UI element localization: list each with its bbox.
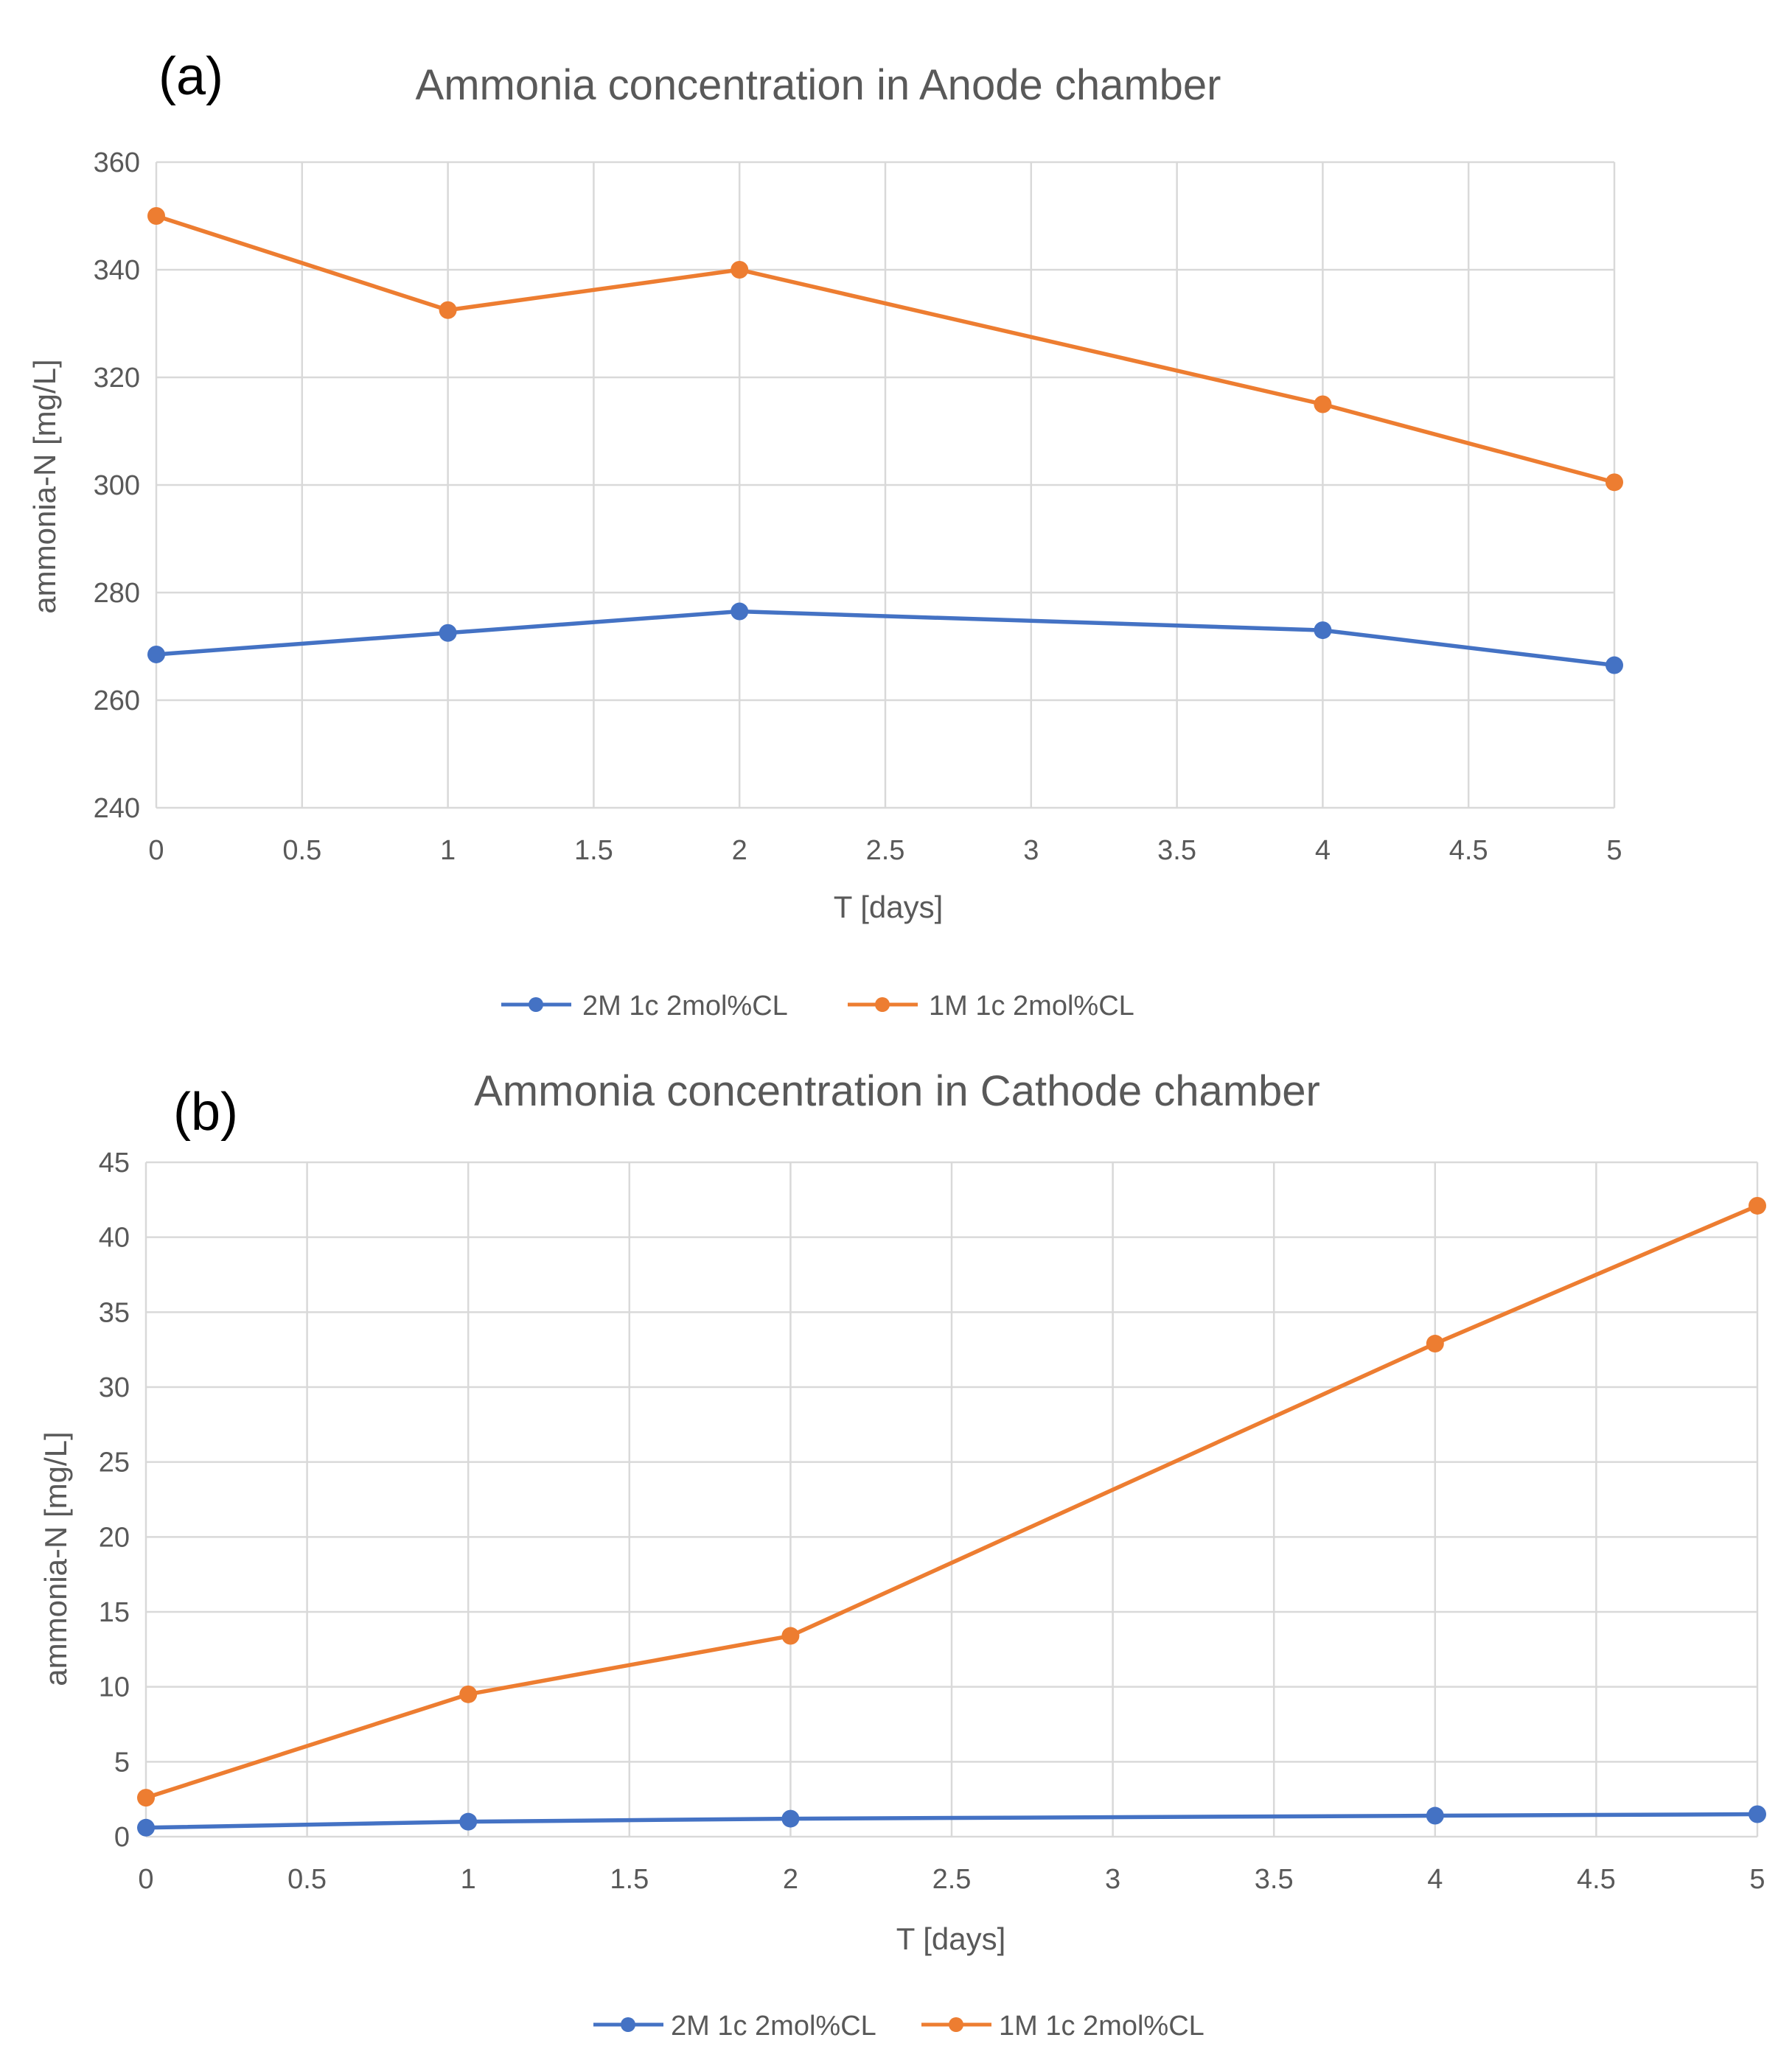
cathode-series-1-point	[781, 1809, 800, 1828]
cathode-series-markers	[137, 1196, 1766, 1837]
cathode-y-tick-label: 35	[99, 1297, 130, 1328]
cathode-series-2-point	[781, 1627, 800, 1645]
cathode-x-tick-label: 3.5	[1255, 1864, 1294, 1895]
anode-series-1-point	[1606, 656, 1623, 674]
cathode-series-2-point	[459, 1685, 478, 1703]
anode-series-1-point	[439, 624, 457, 642]
cathode-y-tick-label: 40	[99, 1223, 130, 1254]
cathode-legend: 2M 1c 2mol%CL 1M 1c 2mol%CL	[593, 2011, 1204, 2042]
anode-series-1-point	[147, 645, 165, 663]
anode-x-tick-label: 0.5	[282, 835, 321, 866]
cathode-x-tick-label: 1.5	[610, 1864, 649, 1895]
anode-series-2-point	[1606, 473, 1623, 492]
cathode-chart: (b) Ammonia concentration in Cathode cha…	[38, 1067, 1766, 2042]
cathode-series-2-point	[137, 1789, 155, 1807]
anode-series-2-point	[1314, 395, 1332, 413]
cathode-x-axis-title: T [days]	[896, 1921, 1006, 1956]
cathode-x-tick-label: 0.5	[287, 1864, 327, 1895]
anode-y-tick-label: 240	[94, 793, 140, 824]
cathode-legend-marker-1	[621, 2017, 635, 2032]
cathode-legend-label-1: 2M 1c 2mol%CL	[671, 2011, 876, 2042]
anode-y-tick-label: 320	[94, 363, 140, 394]
cathode-y-tick-label: 5	[114, 1747, 130, 1778]
anode-chart: (a) Ammonia concentration in Anode chamb…	[27, 47, 1623, 1022]
cathode-series-2-point	[1426, 1335, 1444, 1353]
cathode-chart-title: Ammonia concentration in Cathode chamber	[474, 1067, 1320, 1115]
cathode-series-1-point	[137, 1818, 155, 1837]
anode-x-tick-label: 4.5	[1449, 835, 1488, 866]
anode-y-tick-labels: 240 260 280 300 320 340 360	[94, 147, 140, 824]
anode-x-tick-label: 1	[440, 835, 456, 866]
anode-legend-label-2: 1M 1c 2mol%CL	[929, 991, 1134, 1022]
cathode-y-tick-label: 20	[99, 1522, 130, 1553]
cathode-y-tick-labels: 0 5 10 15 20 25 30 35 40 45	[99, 1148, 130, 1853]
anode-series-2-point	[147, 207, 165, 225]
anode-x-tick-labels: 0 0.5 1 1.5 2 2.5 3 3.5 4 4.5 5	[148, 835, 1622, 866]
cathode-y-axis-title: ammonia-N [mg/L]	[38, 1431, 73, 1686]
cathode-x-tick-label: 3	[1105, 1864, 1120, 1895]
cathode-y-tick-label: 25	[99, 1448, 130, 1478]
cathode-series-2-point	[1749, 1196, 1766, 1215]
anode-chart-title: Ammonia concentration in Anode chamber	[416, 61, 1221, 109]
anode-x-tick-label: 1.5	[574, 835, 613, 866]
cathode-x-tick-label: 5	[1749, 1864, 1765, 1895]
panel-label-a: (a)	[158, 47, 223, 106]
anode-x-tick-label: 2	[732, 835, 747, 866]
anode-x-tick-label: 4	[1315, 835, 1331, 866]
anode-series-2-point	[731, 261, 749, 279]
cathode-x-tick-label: 1	[461, 1864, 476, 1895]
anode-y-tick-label: 340	[94, 255, 140, 286]
anode-series-2-point	[439, 301, 457, 319]
anode-y-tick-label: 300	[94, 470, 140, 501]
anode-series-1-point	[1314, 621, 1332, 640]
cathode-legend-label-2: 1M 1c 2mol%CL	[999, 2011, 1204, 2042]
anode-x-tick-label: 0	[148, 835, 164, 866]
anode-legend-label-1: 2M 1c 2mol%CL	[582, 991, 788, 1022]
cathode-x-tick-label: 0	[138, 1864, 153, 1895]
anode-x-axis-title: T [days]	[834, 890, 944, 924]
anode-series-markers	[147, 207, 1623, 674]
cathode-gridlines	[144, 1161, 1759, 1838]
cathode-x-tick-label: 4	[1427, 1864, 1443, 1895]
anode-gridlines	[155, 161, 1616, 809]
anode-legend-marker-2	[875, 997, 890, 1012]
cathode-legend-marker-2	[949, 2017, 963, 2032]
cathode-y-tick-label: 30	[99, 1372, 130, 1403]
cathode-x-tick-label: 4.5	[1577, 1864, 1616, 1895]
cathode-series-1-point	[1749, 1805, 1766, 1823]
cathode-y-tick-label: 45	[99, 1148, 130, 1179]
cathode-x-tick-labels: 0 0.5 1 1.5 2 2.5 3 3.5 4 4.5 5	[138, 1864, 1765, 1895]
anode-x-tick-label: 2.5	[866, 835, 905, 866]
anode-x-tick-label: 3	[1023, 835, 1039, 866]
panel-label-b: (b)	[173, 1083, 238, 1142]
cathode-y-tick-label: 10	[99, 1672, 130, 1703]
anode-legend-marker-1	[529, 997, 543, 1012]
anode-y-tick-label: 280	[94, 578, 140, 609]
anode-x-tick-label: 5	[1606, 835, 1622, 866]
cathode-x-tick-label: 2.5	[932, 1864, 972, 1895]
anode-x-tick-label: 3.5	[1157, 835, 1196, 866]
cathode-y-tick-label: 15	[99, 1597, 130, 1628]
cathode-y-tick-label: 0	[114, 1822, 130, 1853]
anode-series-1-point	[731, 602, 749, 621]
anode-legend: 2M 1c 2mol%CL 1M 1c 2mol%CL	[501, 991, 1134, 1022]
cathode-x-tick-label: 2	[783, 1864, 798, 1895]
anode-y-tick-label: 260	[94, 685, 140, 716]
cathode-series-1-point	[459, 1812, 478, 1831]
anode-y-axis-title: ammonia-N [mg/L]	[27, 359, 62, 613]
cathode-series-1-point	[1426, 1806, 1444, 1825]
anode-y-tick-label: 360	[94, 147, 140, 178]
